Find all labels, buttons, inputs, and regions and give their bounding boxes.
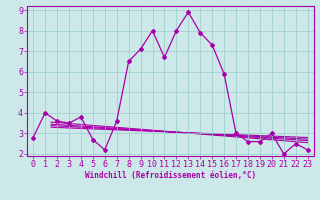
X-axis label: Windchill (Refroidissement éolien,°C): Windchill (Refroidissement éolien,°C) [85,171,256,180]
